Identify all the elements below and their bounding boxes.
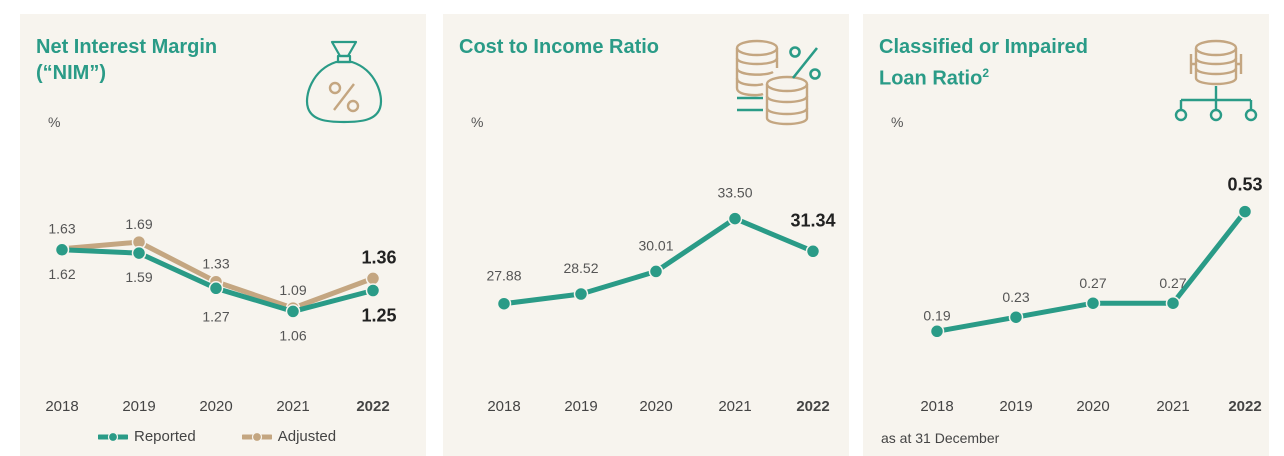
data-point: [285, 304, 301, 319]
data-label: 1.33: [202, 256, 229, 272]
x-tick-label: 2019: [122, 398, 155, 415]
series-line: [934, 209, 1248, 334]
x-tick-label: 2022: [1228, 398, 1261, 415]
x-tick-label: 2019: [564, 398, 597, 415]
legend-adjusted-swatch: [241, 431, 272, 442]
data-point: [1237, 204, 1253, 219]
coins-percent-icon: [735, 39, 821, 126]
loan-ratio-panel: Classified or Impaired Loan Ratio2 % 201…: [863, 14, 1269, 456]
data-label: 0.27: [1159, 275, 1186, 291]
data-point: [573, 286, 589, 302]
legend-reported: Reported: [98, 428, 196, 445]
legend-adjusted-label: Adjusted: [277, 428, 337, 445]
data-label: 1.09: [279, 282, 306, 298]
data-label: 1.27: [202, 308, 229, 324]
data-label: 31.34: [790, 210, 835, 230]
data-point: [1165, 295, 1181, 311]
cost-income-panel: Cost to Income Ratio % 2018 2019 2020 2021 2…: [443, 14, 849, 456]
cost-income-unit-label: %: [471, 114, 484, 130]
legend-reported-swatch: [98, 431, 128, 442]
data-label: 0.27: [1079, 275, 1106, 291]
legend-reported-label: Reported: [134, 428, 196, 445]
data-label: 27.88: [486, 268, 521, 284]
data-point: [1085, 295, 1101, 311]
x-tick-label: 2020: [199, 398, 232, 415]
x-tick-label: 2021: [718, 398, 751, 415]
nim-title-line1: Net Interest Margin: [36, 36, 218, 58]
x-tick-label: 2020: [1076, 398, 1109, 415]
data-point: [805, 244, 821, 259]
x-tick-label: 2018: [487, 398, 520, 415]
legend-adjusted: Adjusted: [241, 428, 337, 445]
data-label: 1.06: [279, 327, 306, 343]
nim-unit-label: %: [48, 114, 61, 130]
data-point: [727, 211, 743, 226]
nim-legend: Reported Adjusted: [98, 428, 382, 445]
data-point: [496, 296, 512, 311]
loan-ratio-line-chart: 2018 2019 2020 2021 2022 0.19 0.23 0.27 0.27 0.53: [920, 175, 1262, 415]
data-label: 1.25: [361, 306, 396, 326]
data-point: [54, 242, 70, 258]
coins-network-icon: [1174, 39, 1258, 122]
x-tick-label: 2022: [796, 398, 829, 415]
x-tick-label: 2021: [276, 398, 309, 415]
data-point: [365, 283, 381, 298]
nim-title-line2: (“NIM”): [36, 62, 106, 84]
data-label: 33.50: [717, 185, 752, 201]
data-point: [208, 281, 224, 296]
data-label: 0.19: [923, 307, 950, 323]
cost-income-title-line1: Cost to Income Ratio: [459, 36, 660, 58]
loan-ratio-unit-label: %: [891, 114, 904, 130]
loan-ratio-title: Classified or Impaired Loan Ratio2: [879, 34, 1129, 92]
series-line: [501, 216, 816, 307]
data-point: [365, 271, 381, 286]
nim-title: Net Interest Margin (“NIM”): [36, 34, 286, 86]
loan-ratio-title-line2: Loan Ratio: [879, 67, 983, 90]
x-tick-label: 2018: [45, 398, 78, 415]
data-label: 30.01: [638, 237, 673, 253]
data-point: [929, 324, 945, 339]
loan-ratio-title-line1: Classified or Impaired: [879, 36, 1088, 58]
data-point: [648, 264, 664, 279]
x-tick-label: 2021: [1156, 398, 1189, 415]
data-point: [1008, 309, 1024, 325]
data-label: 1.63: [48, 221, 75, 237]
nim-line-chart: 2018 2019 2020 2021 2022 1.62 1.59 1.27 1.06 1.25…: [45, 216, 396, 415]
data-label: 1.62: [48, 266, 75, 282]
data-label: 1.59: [125, 269, 152, 285]
x-tick-label: 2019: [999, 398, 1032, 415]
x-tick-label: 2022: [356, 398, 389, 415]
loan-ratio-note: as at 31 December: [881, 430, 1000, 446]
data-label: 0.53: [1227, 175, 1262, 195]
data-point: [131, 245, 147, 261]
x-tick-label: 2020: [639, 398, 672, 415]
cost-income-line-chart: 2018 2019 2020 2021 2022 27.88 28.52 30.01 33.50…: [486, 185, 835, 415]
x-tick-label: 2018: [920, 398, 953, 415]
cost-income-title: Cost to Income Ratio: [459, 34, 709, 60]
data-label: 28.52: [563, 260, 598, 276]
data-label: 1.69: [125, 216, 152, 232]
nim-panel: Net Interest Margin (“NIM”) % 2018 2019 20…: [20, 14, 426, 456]
money-bag-percent-icon: [306, 40, 382, 124]
data-label: 1.36: [361, 247, 396, 267]
data-label: 0.23: [1002, 289, 1029, 305]
loan-ratio-title-footnote: 2: [982, 66, 990, 80]
